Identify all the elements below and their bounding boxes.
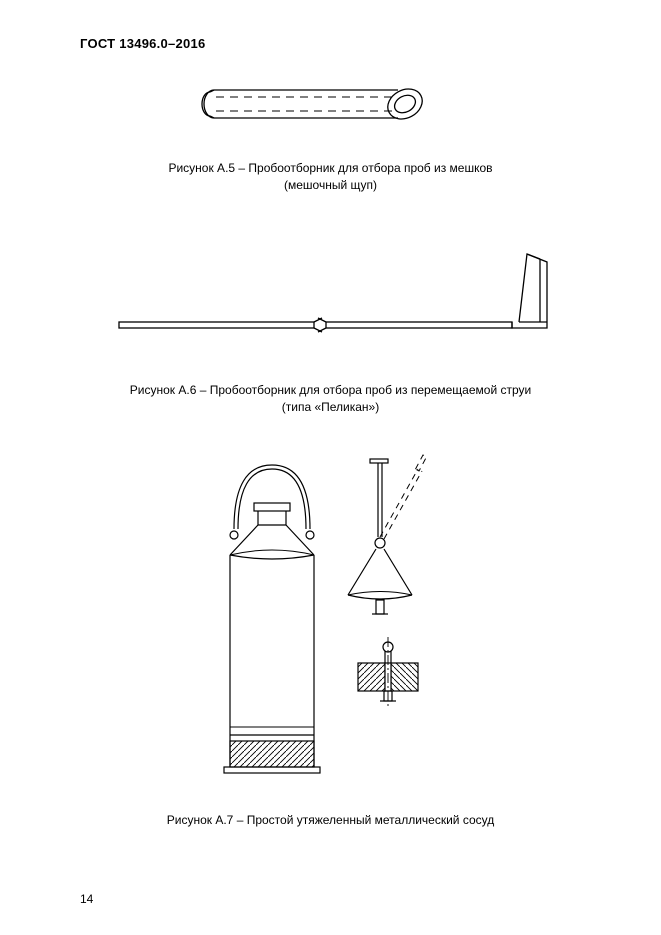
- doc-header: ГОСТ 13496.0–2016: [80, 36, 206, 51]
- page: ГОСТ 13496.0–2016 Рисунок А.5 – Пробоотб…: [0, 0, 661, 935]
- figure-a6: [115, 250, 555, 360]
- caption-a7: Рисунок А.7 – Простой утяжеленный металл…: [0, 812, 661, 829]
- caption-a5-line1: Рисунок А.5 – Пробоотборник для отбора п…: [168, 161, 492, 175]
- caption-a5-line2: (мешочный щуп): [284, 178, 377, 192]
- caption-a5: Рисунок А.5 – Пробоотборник для отбора п…: [0, 160, 661, 194]
- caption-a6: Рисунок А.6 – Пробоотборник для отбора п…: [0, 382, 661, 416]
- caption-a6-line1: Рисунок А.6 – Пробоотборник для отбора п…: [130, 383, 531, 397]
- page-number: 14: [80, 892, 93, 906]
- caption-a6-line2: (типа «Пеликан»): [282, 400, 379, 414]
- caption-a7-text: Рисунок А.7 – Простой утяжеленный металл…: [167, 813, 494, 827]
- figure-a5: [200, 80, 430, 130]
- figure-a7: [190, 445, 470, 805]
